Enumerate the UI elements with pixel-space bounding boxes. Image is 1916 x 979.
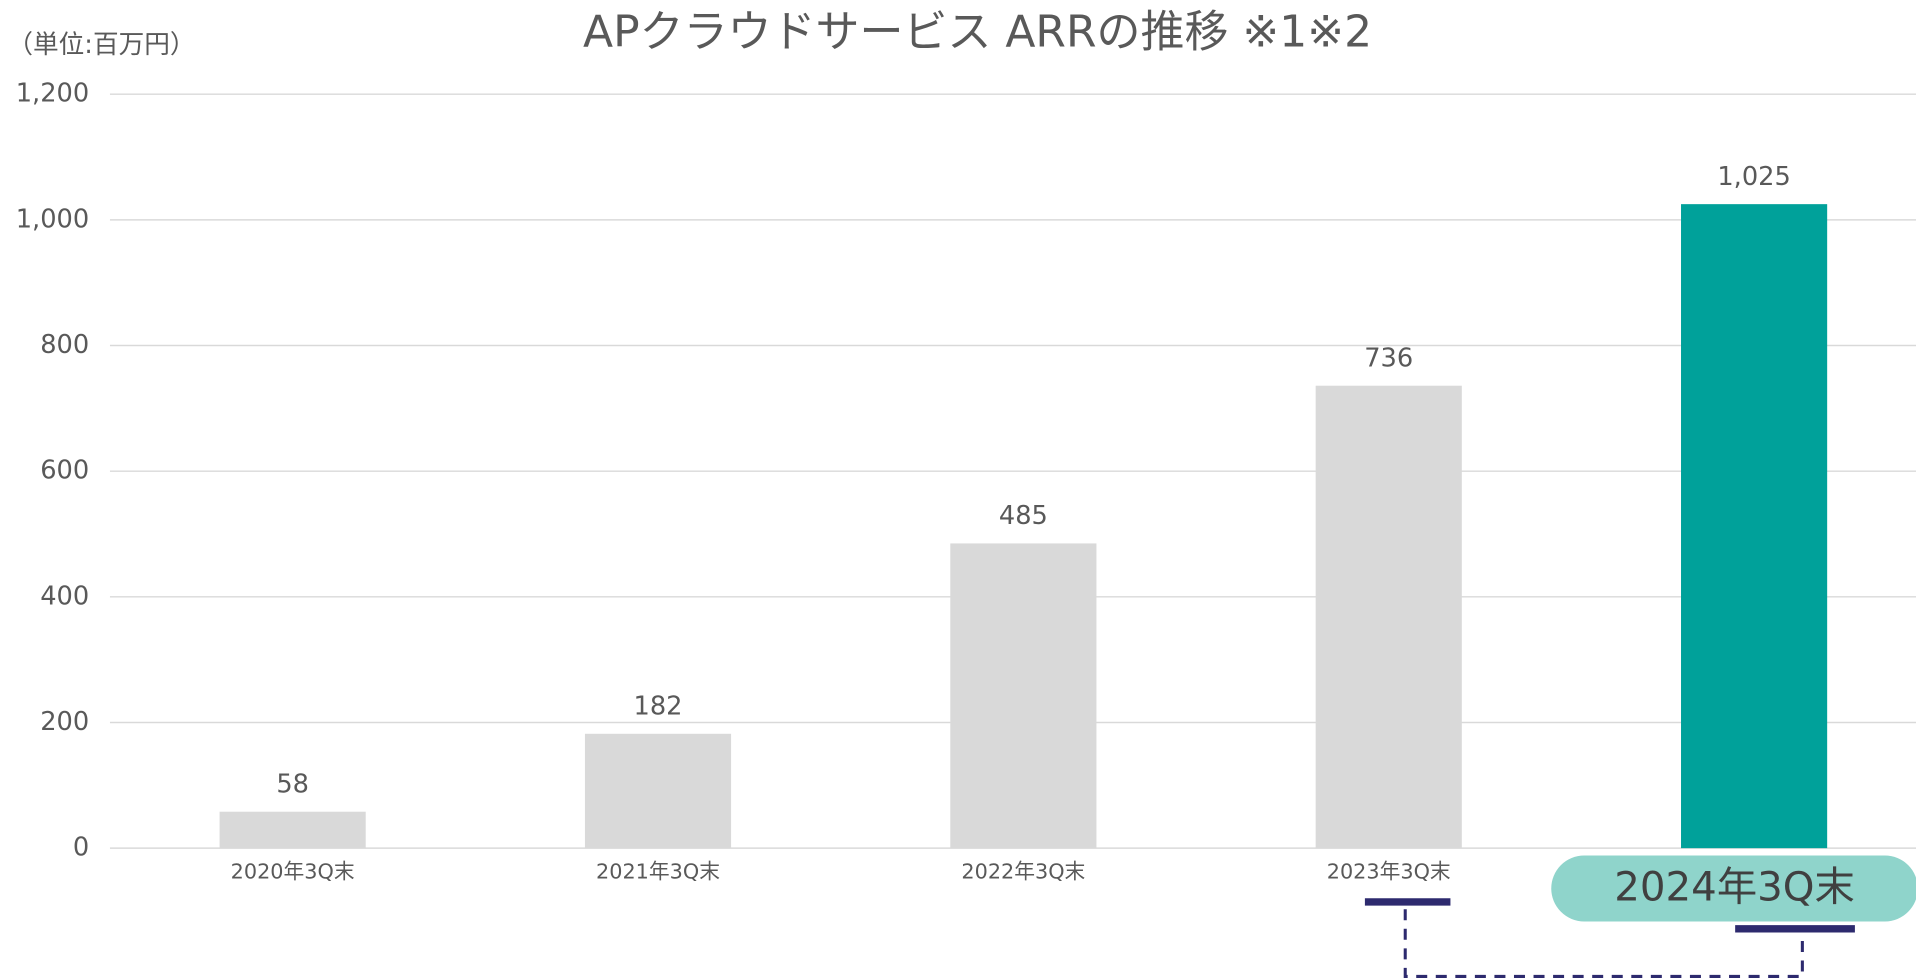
y-tick-label: 200 [40, 707, 89, 737]
value-label: 58 [276, 769, 309, 799]
value-label: 485 [999, 501, 1048, 531]
y-tick-label: 800 [40, 330, 89, 360]
value-label: 182 [634, 691, 683, 721]
bar [950, 543, 1097, 849]
x-tick-label: 2024年3Q末 [1614, 864, 1855, 911]
unit-label: （単位:百万円） [7, 30, 195, 60]
bar [584, 733, 732, 849]
bar [219, 811, 366, 849]
x-tick-label: 2020年3Q末 [231, 860, 355, 884]
decoration [1364, 898, 1855, 978]
y-tick-label: 1,200 [16, 79, 89, 109]
x-tick-label: 2023年3Q末 [1327, 860, 1451, 884]
y-tick-label: 0 [73, 833, 89, 863]
value-label: 1,025 [1717, 162, 1790, 192]
bar [1315, 385, 1462, 849]
y-tick-label: 400 [40, 581, 89, 611]
bar [1681, 204, 1828, 849]
x-tick-label: 2022年3Q末 [961, 860, 1085, 884]
highlight-pill [1551, 855, 1916, 922]
value-label: 736 [1364, 343, 1413, 373]
chart-title: APクラウドサービス ARRの推移 ※1※2 [583, 6, 1372, 57]
y-tick-label: 1,000 [16, 204, 89, 234]
x-tick-label: 2021年3Q末 [596, 860, 720, 884]
y-tick-label: 600 [40, 456, 89, 486]
